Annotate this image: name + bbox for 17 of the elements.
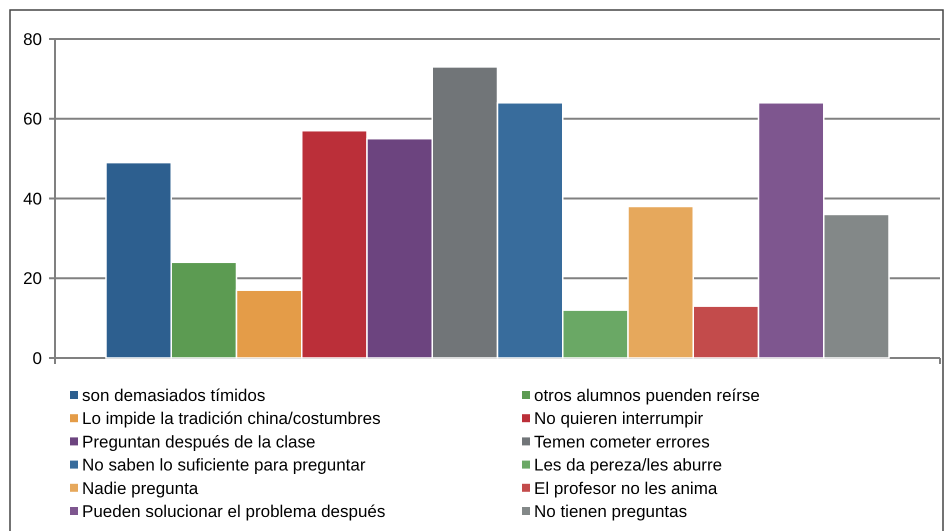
- y-tick-label: 40: [23, 189, 42, 208]
- legend-label: Temen cometer errores: [534, 432, 710, 452]
- legend-label: Pueden solucionar el problema después: [82, 502, 386, 521]
- legend-label: No saben lo suficiente para preguntar: [82, 456, 366, 475]
- legend-label: otros alumnos puenden reírse: [534, 386, 760, 405]
- legend-label: No tienen preguntas: [534, 502, 688, 521]
- y-tick-label: 20: [23, 269, 42, 288]
- legend-label: son demasiados tímidos: [82, 386, 266, 405]
- legend-label: Nadie pregunta: [82, 478, 199, 498]
- legend-label: Les da pereza/les aburre: [534, 456, 722, 475]
- legend-label: No quieren interrumpir: [534, 409, 704, 428]
- y-tick-label: 0: [32, 348, 42, 368]
- legend-label: El profesor no les anima: [534, 478, 718, 498]
- legend-label: Preguntan después de la clase: [82, 432, 316, 452]
- legend-label: Lo impide la tradición china/costumbres: [82, 409, 381, 428]
- y-tick-label: 60: [23, 110, 42, 129]
- y-tick-label: 80: [23, 30, 42, 49]
